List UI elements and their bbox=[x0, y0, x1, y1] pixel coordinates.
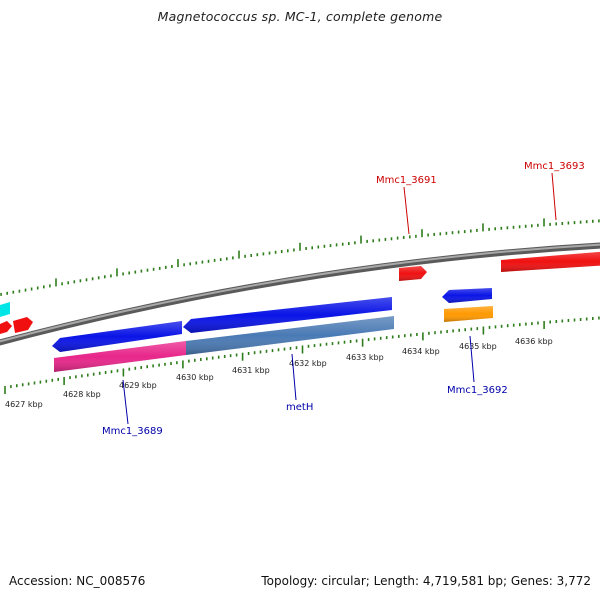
gene-label-mmc1-3689[interactable]: Mmc1_3689 bbox=[102, 426, 163, 437]
gene-label-mmc1-3692[interactable]: Mmc1_3692 bbox=[447, 385, 508, 396]
scale-label: 4628 kbp bbox=[63, 390, 101, 399]
scale-label: 4635 kbp bbox=[459, 342, 497, 351]
map-title: Magnetococcus sp. MC-1, complete genome bbox=[157, 9, 443, 24]
forward-gene[interactable] bbox=[399, 266, 427, 281]
forward-gene[interactable] bbox=[13, 317, 33, 333]
reverse-gene[interactable] bbox=[442, 288, 492, 303]
accession-label: Accession: NC_008576 bbox=[9, 574, 146, 588]
reverse-gene[interactable] bbox=[52, 321, 182, 352]
topology-label: Topology: circular; Length: 4,719,581 bp… bbox=[261, 574, 591, 588]
reverse-gene[interactable] bbox=[183, 297, 392, 333]
scale-label: 4627 kbp bbox=[5, 400, 43, 409]
scale-label: 4630 kbp bbox=[176, 373, 214, 382]
scale-label: 4629 kbp bbox=[119, 381, 157, 390]
label-leader-line bbox=[122, 379, 129, 425]
forward-gene[interactable] bbox=[501, 251, 600, 272]
forward-gene[interactable] bbox=[0, 321, 12, 334]
label-leader-line bbox=[403, 186, 410, 235]
reverse-scale-ticks bbox=[4, 316, 600, 394]
gene-label-mmc1-3693[interactable]: Mmc1_3693 bbox=[524, 161, 585, 172]
label-leader-line bbox=[291, 353, 297, 401]
cds-steelblue[interactable] bbox=[186, 316, 394, 355]
cds-pink[interactable] bbox=[54, 341, 186, 372]
scale-label: 4634 kbp bbox=[402, 347, 440, 356]
forward-scale-ticks bbox=[0, 218, 600, 296]
scale-label: 4633 kbp bbox=[346, 353, 384, 362]
gene-label-meth[interactable]: metH bbox=[286, 402, 313, 413]
genome-backbone-highlight bbox=[0, 243, 600, 343]
scale-label: 4631 kbp bbox=[232, 366, 270, 375]
scale-label: 4632 kbp bbox=[289, 359, 327, 368]
rna-orange[interactable] bbox=[444, 306, 493, 322]
scale-label: 4636 kbp bbox=[515, 337, 553, 346]
label-leader-line bbox=[551, 172, 557, 221]
cyan-feature[interactable] bbox=[0, 302, 10, 317]
gene-label-mmc1-3691[interactable]: Mmc1_3691 bbox=[376, 175, 437, 186]
label-leader-line bbox=[469, 335, 475, 383]
